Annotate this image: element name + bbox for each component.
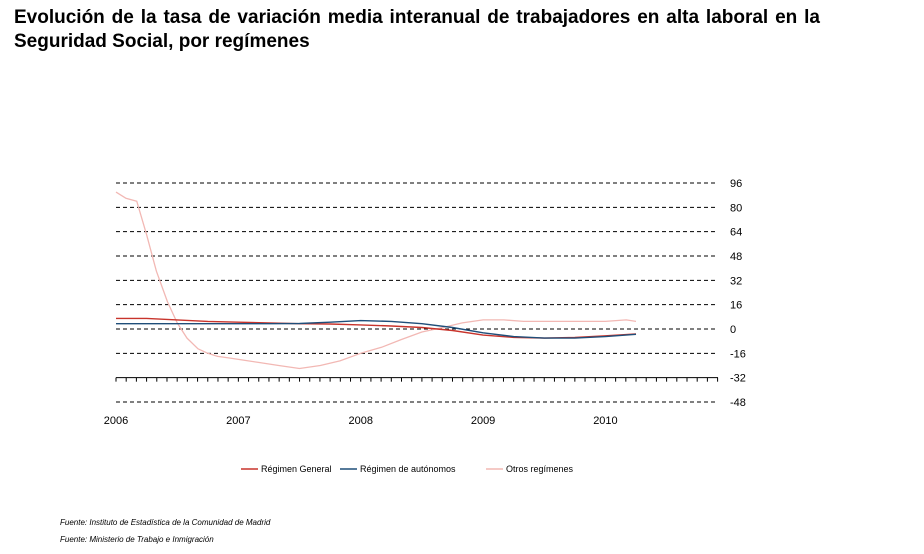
legend-label: Régimen General [261,464,332,474]
legend-item: Otros regímenes [486,464,574,474]
x-tick-label: 2006 [104,415,128,427]
y-tick-label: 0 [730,324,736,336]
legend: Régimen General Régimen de autónomos Otros… [241,464,574,474]
y-tick-label: 96 [730,178,742,190]
x-tick-label: 2008 [348,415,372,427]
legend-label: Otros regímenes [506,464,574,474]
y-tick-label: 48 [730,251,742,263]
source-note-1: Fuente: Instituto de Estadística de la C… [60,518,271,527]
chart-title: Evolución de la tasa de variación media … [14,7,820,52]
x-tick-label: 2009 [471,415,495,427]
y-tick-label: 32 [730,275,742,287]
series-lines [115,191,637,370]
x-tick-label: 2007 [226,415,250,427]
y-tick-label: -48 [730,397,746,409]
series-line-3 [115,191,637,370]
y-tick-label: 80 [730,202,742,214]
x-axis [115,377,719,382]
x-axis-labels: 2006 2007 2008 2009 2010 [104,415,618,427]
legend-item: Régimen de autónomos [340,464,456,474]
y-axis-labels: 96 80 64 48 32 16 0 -16 -32 -48 [730,178,746,409]
y-tick-label: -16 [730,348,746,360]
series-line-2 [116,319,637,339]
gridlines [116,182,718,403]
y-tick-label: 16 [730,300,742,312]
source-note-2: Fuente: Ministerio de Trabajo e Inmigrac… [60,535,214,544]
legend-item: Régimen General [241,464,332,474]
y-tick-label: 64 [730,227,742,239]
y-tick-label: -32 [730,373,746,385]
x-tick-label: 2010 [593,415,617,427]
legend-label: Régimen de autónomos [360,464,456,474]
